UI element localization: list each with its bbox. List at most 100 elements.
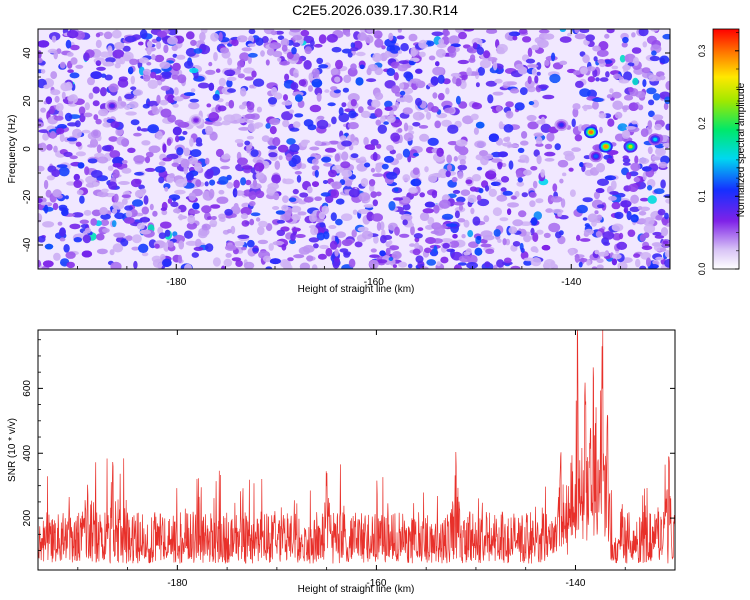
- spectrogram-cell: [146, 47, 152, 55]
- spectrogram-cell: [361, 230, 373, 240]
- spectrogram-cell: [112, 163, 123, 168]
- spectrogram-cell: [457, 164, 468, 171]
- spectrogram-cell: [102, 228, 110, 233]
- spectrogram-cell: [282, 195, 289, 203]
- spectrogram-cell: [462, 115, 474, 125]
- spectrogram-cell: [402, 148, 410, 158]
- spectrogram-cell: [50, 89, 61, 96]
- spectrogram-cell: [124, 205, 133, 211]
- spectrogram-cell: [44, 204, 49, 214]
- spectrogram-cell: [271, 174, 281, 184]
- spectrogram-cell: [389, 245, 400, 251]
- spectrogram-cell: [250, 212, 261, 217]
- spectrogram-cell: [96, 191, 109, 198]
- spectrogram-cell: [347, 93, 360, 102]
- spectrogram-cell: [180, 158, 190, 168]
- spectrogram-cell: [324, 89, 330, 93]
- spectrogram-cell: [83, 209, 92, 216]
- spectrogram-cell: [65, 251, 76, 259]
- spectrogram-cell: [188, 192, 197, 201]
- spectrogram-cell: [291, 227, 301, 232]
- spectrogram-cell: [227, 57, 233, 66]
- spectrogram-cell: [318, 212, 326, 220]
- spectrogram-cell: [254, 122, 264, 128]
- spectrogram-cell: [311, 165, 320, 171]
- spectrogram-cell: [63, 244, 70, 253]
- spectrogram-cell: [507, 202, 519, 208]
- spectrogram-cell: [113, 232, 126, 238]
- spectrogram-cell: [63, 151, 73, 158]
- spectrogram-cell: [384, 50, 391, 59]
- spectrogram-cell: [330, 68, 339, 75]
- spectrogram-cell: [648, 264, 659, 269]
- spectrogram-cell: [83, 112, 93, 118]
- colorbar-gradient: [712, 28, 740, 270]
- spectrogram-cell: [612, 100, 623, 110]
- spectrogram-cell: [538, 84, 549, 89]
- spectrogram-cell: [516, 170, 523, 179]
- y-tick-label: 200: [22, 509, 33, 526]
- spectrogram-cell: [144, 167, 156, 172]
- spectrogram-cell: [65, 39, 72, 49]
- spectrogram-cell: [614, 211, 624, 220]
- spectrogram-cell: [58, 204, 68, 210]
- spectrogram-cell: [76, 189, 84, 196]
- spectrogram-cell: [444, 107, 455, 114]
- spectrogram-cell: [253, 162, 265, 172]
- spectrogram-cell: [410, 225, 415, 236]
- spectrogram-cell: [560, 198, 566, 208]
- spectrogram-cell: [112, 49, 125, 59]
- spectrogram-cell: [447, 141, 458, 146]
- spectrogram-cell: [384, 100, 393, 109]
- spectrogram-cell: [427, 217, 435, 225]
- spectrogram-cell: [637, 206, 643, 210]
- spectrogram-cell: [38, 142, 47, 152]
- spectrogram-cell: [131, 246, 140, 251]
- spectrogram-cell: [164, 229, 171, 237]
- spectrogram-cell: [121, 138, 130, 147]
- spectrogram-cell: [598, 112, 607, 119]
- spectrogram-cell: [38, 213, 43, 223]
- spectrogram-cell: [319, 222, 326, 228]
- spectrogram-cell: [448, 35, 460, 45]
- spectrogram-cell: [386, 145, 394, 151]
- spectrogram-cell: [557, 159, 569, 168]
- spectrogram-cell: [151, 105, 158, 112]
- spectrogram-cell: [415, 97, 422, 107]
- spectrogram-cell: [107, 165, 114, 171]
- spectrogram-cell: [103, 31, 113, 40]
- spectrogram-cell: [129, 58, 139, 65]
- spectrogram-cell: [166, 138, 172, 146]
- spectrogram-cell: [308, 85, 313, 92]
- spectrogram-cell: [510, 265, 521, 269]
- spectrogram-cell: [503, 124, 514, 133]
- spectrogram-cell: [150, 71, 157, 79]
- spectrogram-cell: [112, 243, 124, 253]
- spectrogram-cell: [134, 189, 144, 198]
- spectrogram-cell: [412, 111, 425, 121]
- spectrogram-cell: [648, 110, 655, 118]
- spectrogram-hotspot: [593, 154, 598, 158]
- spectrogram-cell: [506, 81, 518, 86]
- spectrogram-cell: [536, 154, 542, 165]
- spectrogram-cell: [398, 60, 410, 65]
- y-tick-label: 40: [22, 47, 33, 59]
- spectrogram-cell: [598, 251, 609, 257]
- spectrogram-cell: [277, 35, 285, 40]
- spectrogram-cell: [75, 141, 82, 147]
- spectrogram-cell: [139, 229, 151, 235]
- spectrogram-cell: [201, 223, 211, 231]
- spectrogram-cell: [246, 135, 254, 140]
- spectrogram-cell: [354, 241, 363, 248]
- spectrogram-cell: [218, 32, 223, 42]
- spectrogram-cell: [463, 219, 470, 228]
- spectrogram-cell: [272, 137, 281, 147]
- spectrogram-cell: [466, 67, 473, 77]
- spectrogram-cell: [147, 100, 159, 107]
- spectrogram-cell: [334, 248, 339, 257]
- spectrogram-cell: [286, 51, 294, 60]
- spectrogram-cell: [132, 89, 143, 96]
- spectrogram-cell: [529, 200, 536, 208]
- spectrogram-cell: [260, 50, 265, 57]
- spectrogram-cell: [607, 118, 615, 127]
